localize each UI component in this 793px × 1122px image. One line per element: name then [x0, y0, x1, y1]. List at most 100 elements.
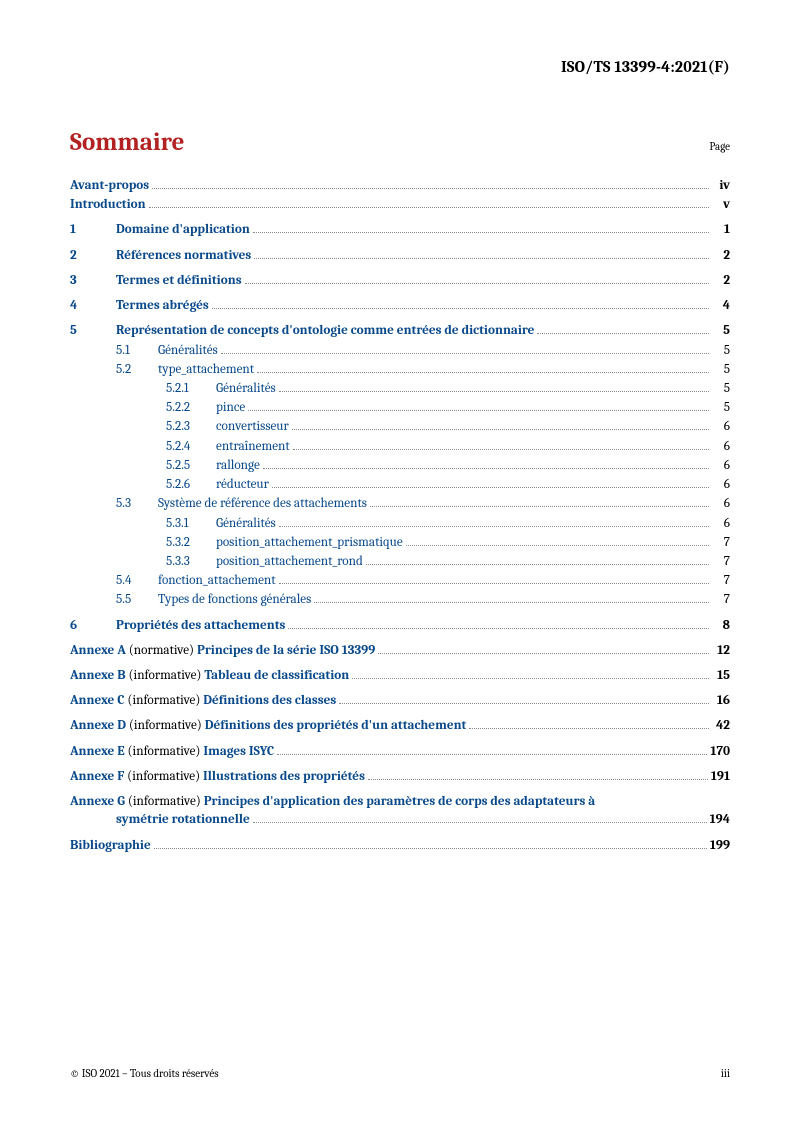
toc-entry-5-3-2[interactable]: 5.3.2 position_attachement_prismatique 7 — [70, 534, 730, 552]
toc-page-number: 5 — [712, 380, 730, 398]
toc-entry-5-2-4[interactable]: 5.2.4 entraînement 6 — [70, 438, 730, 456]
toc-number: 3 — [70, 272, 116, 290]
toc-page-number: 5 — [712, 342, 730, 360]
toc-entry-5-1[interactable]: 5.1 Généralités 5 — [70, 342, 730, 360]
toc-label: Annexe D (informative) Définitions des p… — [70, 717, 466, 735]
toc-label: Propriétés des attachements — [116, 617, 285, 635]
toc-page-number: 5 — [712, 322, 730, 340]
leader-dots — [272, 479, 709, 488]
toc-label: entraînement — [216, 438, 290, 456]
leader-dots — [368, 771, 708, 780]
leader-dots — [314, 595, 709, 604]
toc-number: 5.3.3 — [166, 553, 216, 571]
toc-entry-annexe-a[interactable]: Annexe A (normative) Principes de la sér… — [70, 642, 730, 660]
toc-page-number: 16 — [712, 692, 730, 710]
annex-label: Annexe A — [70, 643, 126, 658]
toc-page-number: 15 — [712, 667, 730, 685]
leader-dots — [279, 518, 709, 527]
toc-entry-annexe-b[interactable]: Annexe B (informative) Tableau de classi… — [70, 667, 730, 685]
title-row: Sommaire Page — [70, 128, 730, 157]
toc-label: symétrie rotationnelle — [116, 811, 250, 829]
toc-page-number: 6 — [712, 438, 730, 456]
toc-entry-section-1[interactable]: 1 Domaine d'application 1 — [70, 221, 730, 239]
toc-number: 6 — [70, 617, 116, 635]
toc-entry-annexe-e[interactable]: Annexe E (informative) Images ISYC 170 — [70, 743, 730, 761]
toc-entry-annexe-d[interactable]: Annexe D (informative) Définitions des p… — [70, 717, 730, 735]
toc-label: Avant-propos — [70, 177, 149, 195]
toc-label: Bibliographie — [70, 837, 151, 855]
leader-dots — [248, 403, 709, 412]
toc-page-number: 4 — [712, 297, 730, 315]
toc-entry-annexe-c[interactable]: Annexe C (informative) Définitions des c… — [70, 692, 730, 710]
toc-number: 5.2.5 — [166, 457, 216, 475]
toc-entry-annexe-g-line2: symétrie rotationnelle 194 — [70, 811, 730, 829]
toc-label: Domaine d'application — [116, 221, 250, 239]
leader-dots — [279, 383, 709, 392]
toc-page-number: 12 — [712, 642, 730, 660]
toc-number: 5 — [70, 322, 116, 340]
toc-entry-5-2[interactable]: 5.2 type_attachement 5 — [70, 361, 730, 379]
leader-dots — [469, 721, 709, 730]
toc-entry-section-2[interactable]: 2 Références normatives 2 — [70, 247, 730, 265]
toc-entry-5-2-3[interactable]: 5.2.3 convertisseur 6 — [70, 418, 730, 436]
toc-entry-5-2-1[interactable]: 5.2.1 Généralités 5 — [70, 380, 730, 398]
toc-number: 5.2 — [116, 361, 158, 379]
toc-page-number: 6 — [712, 418, 730, 436]
leader-dots — [292, 422, 709, 431]
leader-dots — [149, 200, 709, 209]
toc-entry-avant-propos[interactable]: Avant-propos iv — [70, 177, 730, 195]
toc-entry-5-3[interactable]: 5.3 Système de référence des attachement… — [70, 495, 730, 513]
toc-label: Généralités — [158, 342, 218, 360]
toc-page-number: 2 — [712, 272, 730, 290]
leader-dots — [279, 576, 709, 585]
toc-entry-5-2-5[interactable]: 5.2.5 rallonge 6 — [70, 457, 730, 475]
footer-page-number: iii — [721, 1067, 730, 1080]
toc-number: 2 — [70, 247, 116, 265]
toc-number: 5.2.1 — [166, 380, 216, 398]
toc-page-number: 7 — [712, 572, 730, 590]
toc-label: réducteur — [216, 476, 269, 494]
leader-dots — [293, 441, 709, 450]
toc-entry-annexe-f[interactable]: Annexe F (informative) Illustrations des… — [70, 768, 730, 786]
toc-entry-section-6[interactable]: 6 Propriétés des attachements 8 — [70, 617, 730, 635]
toc-label: pince — [216, 399, 245, 417]
toc-number: 5.1 — [116, 342, 158, 360]
toc-entry-annexe-g-line1: Annexe G (informative) Principes d'appli… — [70, 793, 730, 811]
toc-entry-section-3[interactable]: 3 Termes et définitions 2 — [70, 272, 730, 290]
toc-number: 5.3 — [116, 495, 158, 513]
toc-page-number: 5 — [712, 361, 730, 379]
toc-entry-5-2-6[interactable]: 5.2.6 réducteur 6 — [70, 476, 730, 494]
table-of-contents: Avant-propos iv Introduction v 1 Domaine… — [70, 177, 730, 855]
toc-entry-5-4[interactable]: 5.4 fonction_attachement 7 — [70, 572, 730, 590]
toc-entry-5-3-1[interactable]: 5.3.1 Généralités 6 — [70, 515, 730, 533]
document-id: ISO/TS 13399-4:2021(F) — [70, 58, 730, 76]
leader-dots — [154, 840, 707, 849]
toc-number: 5.5 — [116, 591, 158, 609]
toc-label: Généralités — [216, 515, 276, 533]
toc-entry-5-5[interactable]: 5.5 Types de fonctions générales 7 — [70, 591, 730, 609]
toc-entry-annexe-g[interactable]: Annexe G (informative) Principes d'appli… — [70, 793, 730, 829]
leader-dots — [212, 301, 709, 310]
toc-page-number: iv — [712, 177, 730, 195]
toc-number: 5.4 — [116, 572, 158, 590]
toc-page-number: 6 — [712, 495, 730, 513]
toc-label: Annexe A (normative) Principes de la sér… — [70, 642, 375, 660]
toc-label: Types de fonctions générales — [158, 591, 311, 609]
toc-entry-section-5[interactable]: 5 Représentation de concepts d'ontologie… — [70, 322, 730, 340]
leader-dots — [253, 225, 709, 234]
toc-page-number: 5 — [712, 399, 730, 417]
leader-dots — [378, 645, 709, 654]
toc-entry-introduction[interactable]: Introduction v — [70, 196, 730, 214]
toc-entry-bibliographie[interactable]: Bibliographie 199 — [70, 837, 730, 855]
toc-entry-section-4[interactable]: 4 Termes abrégés 4 — [70, 297, 730, 315]
page-footer: © ISO 2021 – Tous droits réservés iii — [70, 1067, 730, 1080]
toc-page-number: 7 — [712, 534, 730, 552]
leader-dots — [406, 537, 709, 546]
toc-entry-5-2-2[interactable]: 5.2.2 pince 5 — [70, 399, 730, 417]
toc-label: Représentation de concepts d'ontologie c… — [116, 322, 534, 340]
toc-label: Généralités — [216, 380, 276, 398]
toc-label: rallonge — [216, 457, 260, 475]
toc-entry-5-3-3[interactable]: 5.3.3 position_attachement_rond 7 — [70, 553, 730, 571]
toc-label: Annexe F (informative) Illustrations des… — [70, 768, 365, 786]
page-column-label: Page — [709, 140, 730, 153]
